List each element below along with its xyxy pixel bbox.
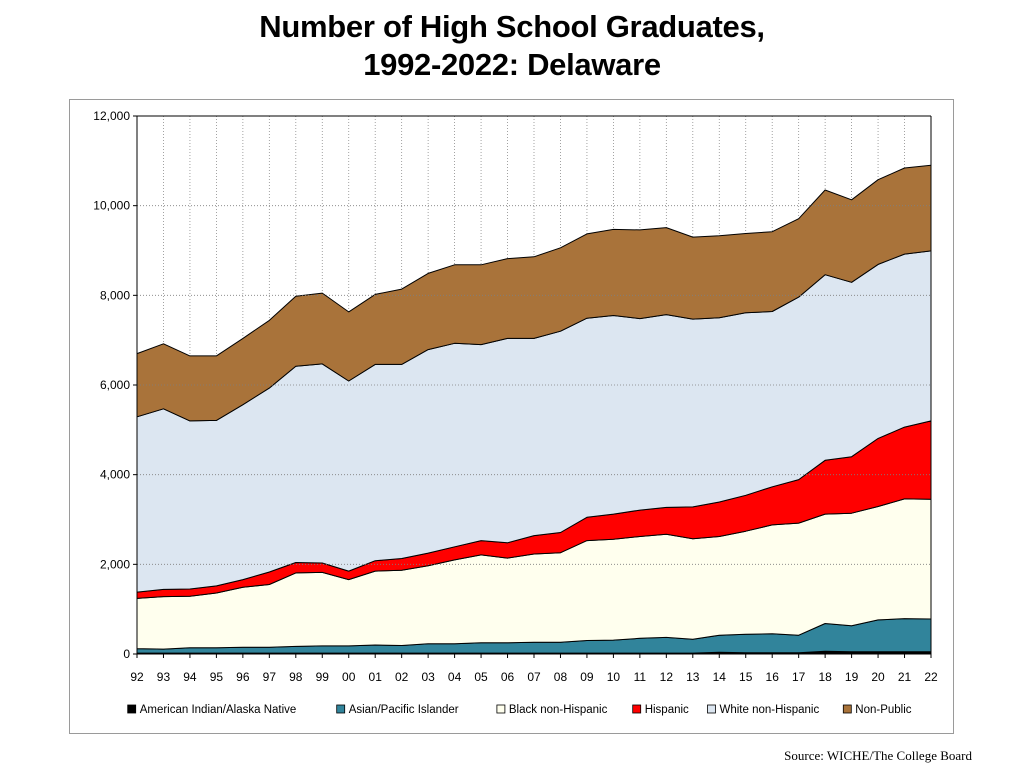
x-tick-label: 18 bbox=[818, 670, 832, 684]
x-tick-label: 94 bbox=[183, 670, 197, 684]
chart-title-line1: Number of High School Graduates, bbox=[259, 9, 765, 44]
chart-title: Number of High School Graduates, 1992-20… bbox=[0, 8, 1024, 84]
legend-label-5: Non-Public bbox=[855, 704, 911, 716]
x-tick-label: 96 bbox=[236, 670, 250, 684]
x-tick-label: 93 bbox=[157, 670, 171, 684]
x-tick-label: 99 bbox=[316, 670, 330, 684]
x-tick-label: 97 bbox=[263, 670, 277, 684]
legend-label-3: Hispanic bbox=[645, 704, 689, 716]
x-tick-label: 11 bbox=[634, 670, 647, 684]
legend-swatch-1 bbox=[336, 704, 346, 714]
x-tick-label: 16 bbox=[766, 670, 780, 684]
x-tick-label: 21 bbox=[898, 670, 912, 684]
y-tick-label: 12,000 bbox=[93, 109, 130, 123]
x-tick-label: 09 bbox=[580, 670, 594, 684]
legend-swatch-0 bbox=[127, 704, 137, 714]
x-tick-label: 12 bbox=[660, 670, 674, 684]
legend-swatch-3 bbox=[632, 704, 642, 714]
legend-swatch-4 bbox=[707, 704, 716, 714]
y-tick-label: 10,000 bbox=[93, 199, 130, 213]
x-tick-label: 19 bbox=[845, 670, 859, 684]
x-tick-label: 05 bbox=[474, 670, 488, 684]
x-tick-label: 07 bbox=[527, 670, 541, 684]
x-tick-label: 01 bbox=[369, 670, 383, 684]
legend-label-4: White non-Hispanic bbox=[720, 704, 820, 716]
x-tick-label: 14 bbox=[713, 670, 727, 684]
x-tick-label: 95 bbox=[210, 670, 224, 684]
legend-label-0: American Indian/Alaska Native bbox=[140, 704, 297, 716]
x-tick-label: 22 bbox=[924, 670, 938, 684]
y-tick-label: 8,000 bbox=[100, 288, 130, 302]
y-tick-label: 6,000 bbox=[100, 378, 130, 392]
x-tick-label: 06 bbox=[501, 670, 515, 684]
x-tick-label: 13 bbox=[686, 670, 700, 684]
x-tick-label: 17 bbox=[792, 670, 806, 684]
y-tick-label: 4,000 bbox=[100, 468, 130, 482]
legend-swatch-5 bbox=[842, 704, 852, 714]
x-tick-label: 03 bbox=[421, 670, 435, 684]
x-tick-label: 98 bbox=[289, 670, 303, 684]
x-tick-label: 04 bbox=[448, 670, 462, 684]
source-note: Source: WICHE/The College Board bbox=[784, 748, 972, 763]
x-tick-label: 02 bbox=[395, 670, 409, 684]
x-tick-label: 20 bbox=[871, 670, 885, 684]
x-tick-label: 92 bbox=[130, 670, 144, 684]
x-tick-label: 10 bbox=[607, 670, 621, 684]
y-tick-label: 0 bbox=[123, 647, 130, 661]
y-tick-label: 2,000 bbox=[100, 557, 130, 571]
x-tick-label: 08 bbox=[554, 670, 568, 684]
x-tick-label: 00 bbox=[342, 670, 356, 684]
chart-title-line2: 1992-2022: Delaware bbox=[363, 47, 661, 82]
legend-swatch-2 bbox=[496, 704, 506, 714]
x-tick-label: 15 bbox=[739, 670, 753, 684]
legend-label-2: Black non-Hispanic bbox=[509, 704, 608, 716]
legend-label-1: Asian/Pacific Islander bbox=[349, 704, 459, 716]
